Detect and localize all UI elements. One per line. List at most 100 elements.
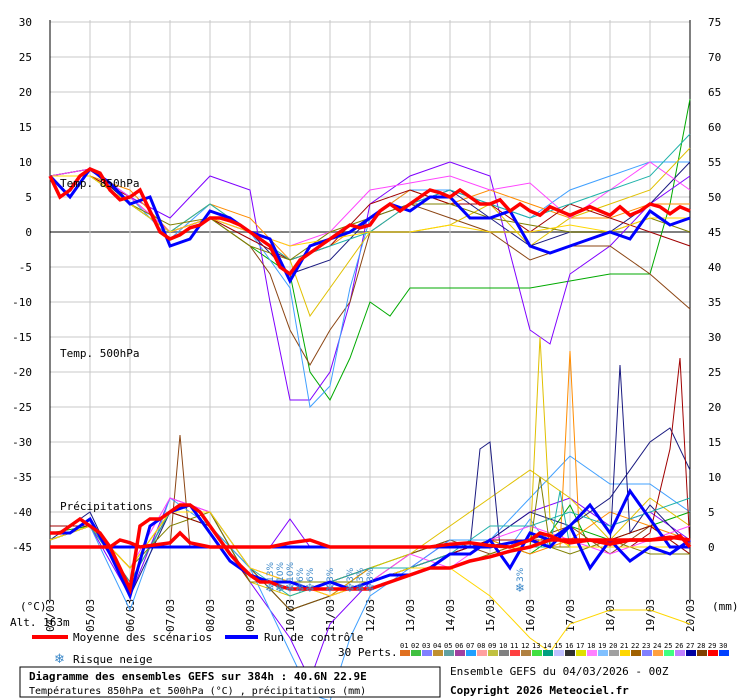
x-tick-label: 15/03 (484, 599, 497, 632)
pert-swatch (664, 650, 674, 656)
x-tick-label: 20/03 (684, 599, 697, 632)
x-tick-label: 05/03 (84, 599, 97, 632)
pert-swatch (543, 650, 553, 656)
x-tick-label: 06/03 (124, 599, 137, 632)
panel-label-t500: Temp. 500hPa (60, 347, 139, 360)
right-tick-label: 55 (708, 156, 721, 169)
footer-copyright: Copyright 2026 Meteociel.fr (450, 684, 629, 697)
x-tick-label: 09/03 (244, 599, 257, 632)
x-tick-label: 07/03 (164, 599, 177, 632)
snow-risk-pct: 13% (266, 562, 276, 582)
pert-number: 03 (422, 642, 430, 650)
snowflake-icon: ❄ (265, 581, 275, 595)
snow-risk-pct: 6% (306, 567, 316, 582)
snowflake-icon: ❄ (305, 581, 315, 595)
left-tick-label: -25 (12, 401, 32, 414)
pert-swatch (422, 650, 432, 656)
panel-label-t850: Temp. 850hPa (60, 177, 139, 190)
x-tick-label: 10/03 (284, 599, 297, 632)
footer-subtitle: Températures 850hPa et 500hPa (°C) , pré… (29, 685, 366, 697)
right-tick-label: 70 (708, 51, 721, 64)
left-tick-label: 30 (19, 16, 32, 29)
right-tick-label: 10 (708, 471, 721, 484)
pert-swatch (521, 650, 531, 656)
snow-risk-pct: 3% (356, 567, 366, 582)
left-tick-label: -30 (12, 436, 32, 449)
pert-swatch (587, 650, 597, 656)
pert-number: 21 (620, 642, 628, 650)
pert-swatch (598, 650, 608, 656)
pert-swatch (554, 650, 564, 656)
pert-number: 18 (587, 642, 595, 650)
pert-number: 09 (488, 642, 496, 650)
pert-swatch (455, 650, 465, 656)
left-tick-label: -15 (12, 331, 32, 344)
mean-legend-label: Moyenne des scénarios (73, 631, 212, 644)
right-tick-label: 50 (708, 191, 721, 204)
snowflake-icon: ❄ (345, 581, 355, 595)
snowflake-icon: ❄ (54, 652, 65, 667)
pert-number: 06 (455, 642, 463, 650)
footer-run: Ensemble GEFS du 04/03/2026 - 00Z (450, 665, 669, 678)
snow-risk-pct: 3% (516, 567, 526, 582)
pert-swatch (466, 650, 476, 656)
pert-swatch (565, 650, 575, 656)
left-tick-label: 10 (19, 156, 32, 169)
pert-number: 12 (521, 642, 529, 650)
pert-swatch (719, 650, 729, 656)
control-line-t500 (50, 503, 691, 601)
pert-swatch (488, 650, 498, 656)
left-tick-label: -10 (12, 296, 32, 309)
pert-number: 07 (466, 642, 474, 650)
pert-swatch (433, 650, 443, 656)
snowflake-icon: ❄ (285, 581, 295, 595)
snow-legend-label: Risque neige (73, 653, 152, 666)
right-tick-label: 40 (708, 261, 721, 274)
pert-number: 20 (609, 642, 617, 650)
right-axis-unit: (mm) (712, 600, 739, 613)
snowflake-icon: ❄ (515, 581, 525, 595)
pert-number: 10 (499, 642, 507, 650)
pert-number: 05 (444, 642, 452, 650)
snow-risk-pct: 3% (326, 567, 336, 582)
right-tick-label: 5 (708, 506, 715, 519)
snow-risk-pct: 10% (286, 562, 296, 582)
pert-swatch (708, 650, 718, 656)
pert-number: 11 (510, 642, 518, 650)
right-tick-label: 25 (708, 366, 721, 379)
pert-swatch (532, 650, 542, 656)
control-line-t850 (48, 166, 691, 285)
left-tick-label: 5 (25, 191, 32, 204)
pert-swatch (631, 650, 641, 656)
pert-swatch (653, 650, 663, 656)
mean-line-t850 (48, 167, 691, 277)
pert-number: 25 (664, 642, 672, 650)
x-tick-label: 19/03 (644, 599, 657, 632)
pert-swatch (697, 650, 707, 656)
snowflake-icon: ❄ (295, 581, 305, 595)
pert-number: 28 (697, 642, 705, 650)
chart-axes: 302520151050-5-10-15-20-25-30-35-40-4575… (12, 16, 721, 632)
perturbation-legend: 01 02 03 04 05 06 07 08 09 10 11 12 13 14 15 16 17 18 19 20… (400, 642, 729, 656)
pert-number: 15 (554, 642, 562, 650)
x-tick-label: 18/03 (604, 599, 617, 632)
altitude-label: Alt. 163m (10, 616, 70, 629)
snow-risk-markers: 13%❄10%❄10%❄6%❄6%❄3%❄3%❄3%❄3%❄3%❄ (265, 562, 526, 595)
right-tick-label: 75 (708, 16, 721, 29)
x-tick-label: 04/03 (44, 599, 57, 632)
pert-swatch (477, 650, 487, 656)
pert-number: 01 (400, 642, 408, 650)
footer-box (19, 666, 441, 698)
snow-risk-pct: 10% (276, 562, 286, 582)
pert-swatch (675, 650, 685, 656)
control-line-precip (50, 488, 690, 549)
footer-title: Diagramme des ensembles GEFS sur 384h : … (29, 670, 367, 683)
right-tick-label: 45 (708, 226, 721, 239)
snowflake-icon: ❄ (325, 581, 335, 595)
left-tick-label: -35 (12, 471, 32, 484)
pert-swatch (400, 650, 410, 656)
left-tick-label: -40 (12, 506, 32, 519)
x-tick-label: 11/03 (324, 599, 337, 632)
pert-swatch (576, 650, 586, 656)
